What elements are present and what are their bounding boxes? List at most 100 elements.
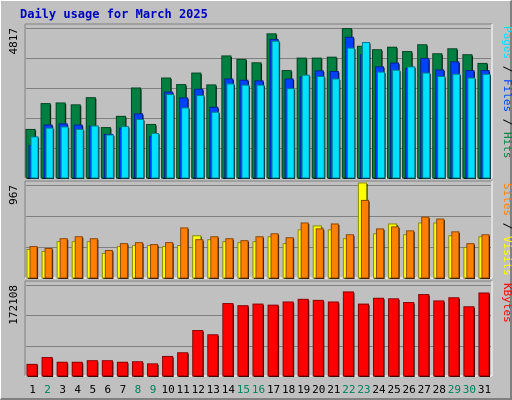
day-label: 26: [403, 383, 416, 396]
sites-bar: [74, 236, 83, 279]
kbytes-bar: [342, 291, 354, 377]
day-label: 14: [222, 383, 236, 396]
day-label: 15: [237, 383, 250, 396]
kbytes-bar: [478, 292, 490, 377]
kbytes-bar: [372, 297, 385, 377]
kbytes-bar: [56, 361, 68, 377]
pages-bar: [151, 132, 160, 179]
pages-bar: [331, 78, 340, 179]
sites-bar: [255, 236, 264, 279]
sites-bar: [481, 234, 490, 279]
sites-bar: [134, 242, 144, 279]
legend-part: KBytes: [501, 283, 512, 323]
pages-bar: [361, 42, 370, 179]
kbytes-bar: [267, 304, 279, 377]
day-label: 3: [59, 383, 66, 396]
sites-bar: [300, 222, 309, 279]
day-label: 21: [327, 383, 340, 396]
sites-bar: [195, 239, 204, 279]
kbytes-bar: [388, 298, 400, 377]
day-label: 25: [387, 383, 400, 396]
kbytes-bar: [403, 302, 415, 377]
day-label: 27: [418, 383, 431, 396]
pages-bar: [75, 128, 84, 179]
day-label: 22: [342, 383, 355, 396]
kbytes-bar: [252, 303, 264, 377]
pages-bar: [120, 126, 129, 179]
kbytes-bar: [357, 303, 369, 377]
legend-kbytes: KBytes: [501, 283, 512, 323]
kbytes-bar: [327, 301, 339, 377]
sites-bar: [89, 238, 98, 279]
pages-bar: [392, 69, 401, 179]
day-label: 19: [297, 383, 310, 396]
sites-bar: [180, 227, 189, 279]
kbytes-bar: [463, 306, 475, 377]
kbytes-bar: [131, 361, 144, 377]
day-label: 24: [372, 383, 386, 396]
sites-bar: [119, 243, 128, 279]
pages-bar: [271, 40, 280, 179]
day-label: 8: [135, 383, 142, 396]
sites-bar: [225, 238, 234, 279]
kbytes-bar: [116, 361, 128, 377]
legend-part: Files: [501, 79, 512, 112]
sites-bar: [240, 240, 249, 279]
pages-bar: [241, 84, 250, 179]
sites-bar: [59, 238, 68, 279]
day-label: 10: [161, 383, 174, 396]
sites-bar: [406, 230, 415, 279]
day-label: 13: [207, 383, 220, 396]
pages-bar: [452, 73, 461, 179]
kbytes-bar: [282, 301, 294, 377]
sites-bar: [330, 223, 339, 279]
sites-bar: [165, 242, 174, 279]
pages-bar: [256, 84, 265, 179]
kbytes-bar: [162, 355, 174, 377]
pages-bar: [105, 134, 114, 179]
kbytes-bar: [448, 297, 460, 377]
pages-bar: [30, 136, 39, 179]
kbytes-bar: [312, 299, 324, 377]
pages-bar: [467, 77, 476, 179]
kbytes-bar: [101, 360, 113, 377]
sites-bar: [44, 248, 53, 279]
pages-bar: [437, 75, 446, 179]
day-label: 17: [267, 383, 280, 396]
kbytes-bar: [237, 305, 249, 377]
day-label: 4: [74, 383, 81, 396]
pages-bar: [45, 127, 54, 179]
day-label: 16: [252, 383, 265, 396]
kbytes-bar: [418, 294, 430, 377]
kbytes-bar: [192, 330, 204, 377]
pages-bar: [316, 75, 325, 179]
sites-bar: [466, 243, 475, 279]
legend-part: /: [501, 216, 512, 236]
day-label: 29: [448, 383, 461, 396]
legend-part: Pages: [501, 26, 512, 59]
kbytes-bar: [71, 361, 83, 377]
sites-bar: [436, 218, 445, 279]
sites-bar: [375, 228, 385, 279]
pages-bar: [166, 94, 175, 179]
pages-bar: [90, 125, 99, 179]
pages-bar: [226, 83, 235, 179]
pages-bar: [422, 72, 431, 179]
kbytes-bar: [222, 303, 234, 377]
sites-bar: [451, 231, 460, 279]
y-max-label: 172108: [7, 285, 20, 325]
kbytes-bar: [26, 363, 38, 377]
day-label: 18: [282, 383, 295, 396]
sites-bar: [391, 226, 400, 279]
day-label: 23: [357, 383, 370, 396]
pages-bar: [482, 73, 491, 179]
kbytes-bar: [41, 356, 53, 377]
sites-bar: [104, 249, 113, 279]
kbytes-bar: [147, 363, 159, 377]
day-label: 28: [433, 383, 446, 396]
sites-bar: [150, 244, 159, 279]
kbytes-bar: [207, 334, 219, 377]
day-label: 11: [177, 383, 190, 396]
legend-pages-files-hits: Pages / Files / Hits: [501, 26, 512, 159]
legend-sites-visits: Sites / Visits: [501, 183, 512, 276]
